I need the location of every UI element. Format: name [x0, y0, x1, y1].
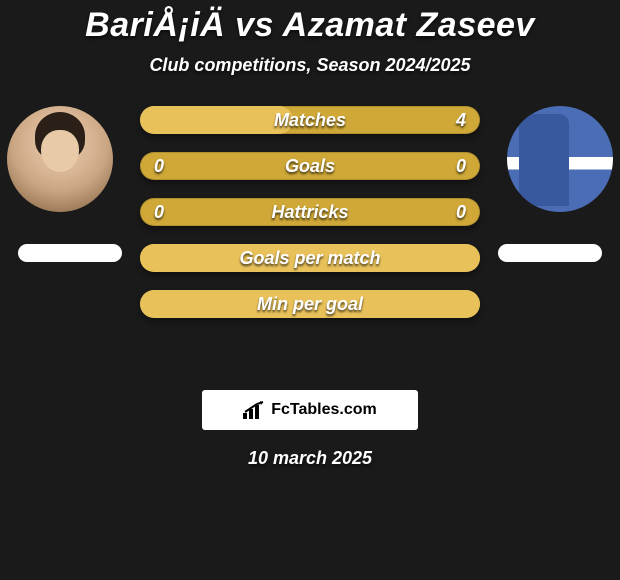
stat-label: Min per goal: [140, 290, 480, 318]
stat-bar-matches: Matches 4: [140, 106, 480, 134]
source-label: FcTables.com: [271, 401, 377, 419]
page-title: BariÅ¡iÄ vs Azamat Zaseev: [0, 0, 620, 45]
stat-label: Goals per match: [140, 244, 480, 272]
player-left-platform: [18, 244, 122, 262]
stat-bar-goals: 0 Goals 0: [140, 152, 480, 180]
stat-label: Matches: [140, 106, 480, 134]
chart-icon: [243, 401, 265, 419]
stat-bars: Matches 4 0 Goals 0 0 Hattricks 0 Goals …: [140, 106, 480, 318]
page-subtitle: Club competitions, Season 2024/2025: [0, 55, 620, 76]
stat-label: Goals: [140, 152, 480, 180]
stat-right-value: 4: [456, 106, 466, 134]
stat-label: Hattricks: [140, 198, 480, 226]
source-attribution[interactable]: FcTables.com: [202, 390, 418, 430]
player-right-avatar: [507, 106, 613, 212]
stat-bar-goals-per-match: Goals per match: [140, 244, 480, 272]
stat-bar-hattricks: 0 Hattricks 0: [140, 198, 480, 226]
stat-bar-min-per-goal: Min per goal: [140, 290, 480, 318]
player-left-avatar: [7, 106, 113, 212]
stat-right-value: 0: [456, 152, 466, 180]
date-label: 10 march 2025: [0, 448, 620, 469]
stat-right-value: 0: [456, 198, 466, 226]
comparison-panel: Matches 4 0 Goals 0 0 Hattricks 0 Goals …: [0, 106, 620, 366]
player-right-platform: [498, 244, 602, 262]
